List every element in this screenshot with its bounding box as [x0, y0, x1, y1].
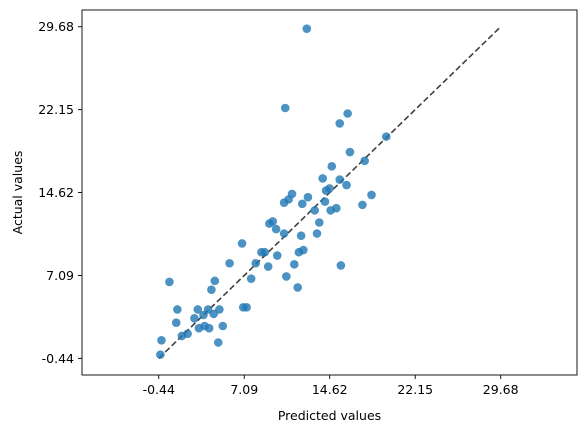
data-point — [251, 258, 261, 268]
points-layer — [156, 24, 391, 359]
data-point — [282, 272, 291, 281]
data-point — [204, 323, 214, 333]
data-point — [335, 175, 345, 184]
y-tick-label: 7.09 — [46, 268, 74, 283]
x-tick-label: -0.44 — [143, 382, 175, 397]
y-tick-label: 22.15 — [38, 102, 74, 117]
data-point — [314, 218, 324, 227]
data-point — [299, 245, 308, 255]
data-point — [360, 156, 369, 166]
data-point — [237, 239, 247, 248]
plot-frame — [81, 9, 578, 376]
data-point — [213, 338, 223, 347]
data-point — [272, 251, 282, 260]
data-point — [358, 200, 367, 210]
x-tick-label: 22.15 — [397, 382, 433, 397]
data-point — [332, 203, 341, 213]
data-point — [287, 189, 297, 199]
data-point — [293, 283, 303, 292]
data-point — [246, 274, 256, 283]
data-point — [173, 305, 182, 314]
x-axis-ticks: -0.44 7.09 14.62 22.15 29.68 — [143, 375, 519, 397]
data-point — [303, 192, 313, 202]
data-point — [302, 24, 312, 34]
data-point — [156, 350, 165, 359]
data-point — [335, 119, 345, 128]
data-point — [225, 258, 234, 268]
data-point — [345, 147, 355, 157]
data-point — [271, 224, 281, 234]
data-point — [320, 197, 330, 206]
data-point — [296, 231, 306, 241]
data-point — [268, 217, 278, 226]
x-tick-label: 29.68 — [483, 382, 519, 397]
x-tick-label: 14.62 — [312, 382, 348, 397]
data-point — [343, 109, 352, 118]
y-tick-label: -0.44 — [42, 351, 74, 366]
data-point — [193, 305, 203, 314]
data-point — [207, 285, 216, 294]
x-axis-label: Predicted values — [278, 408, 381, 423]
data-point — [260, 247, 270, 257]
y-axis-ticks: -0.44 7.09 14.62 22.15 29.68 — [38, 19, 82, 366]
data-point — [183, 329, 192, 339]
y-tick-label: 14.62 — [38, 185, 74, 200]
data-point — [381, 132, 391, 141]
data-point — [318, 174, 327, 183]
data-point — [171, 318, 181, 327]
data-point — [336, 261, 346, 270]
x-tick-label: 7.09 — [230, 382, 258, 397]
y-axis-label: Actual values — [10, 151, 25, 235]
data-point — [327, 162, 337, 171]
data-point — [342, 180, 351, 190]
data-point — [263, 262, 273, 271]
data-point — [242, 302, 251, 312]
data-point — [279, 229, 289, 238]
data-point — [210, 276, 220, 286]
data-point — [280, 103, 290, 113]
data-point — [165, 277, 174, 287]
data-point — [215, 305, 224, 314]
data-point — [218, 321, 228, 331]
data-point — [297, 199, 307, 209]
data-point — [290, 260, 299, 269]
data-point — [325, 184, 334, 193]
data-point — [190, 313, 199, 323]
data-point — [312, 229, 322, 238]
data-point — [310, 206, 320, 215]
y-tick-label: 29.68 — [38, 19, 74, 34]
data-point — [367, 190, 376, 200]
data-point — [157, 336, 166, 345]
